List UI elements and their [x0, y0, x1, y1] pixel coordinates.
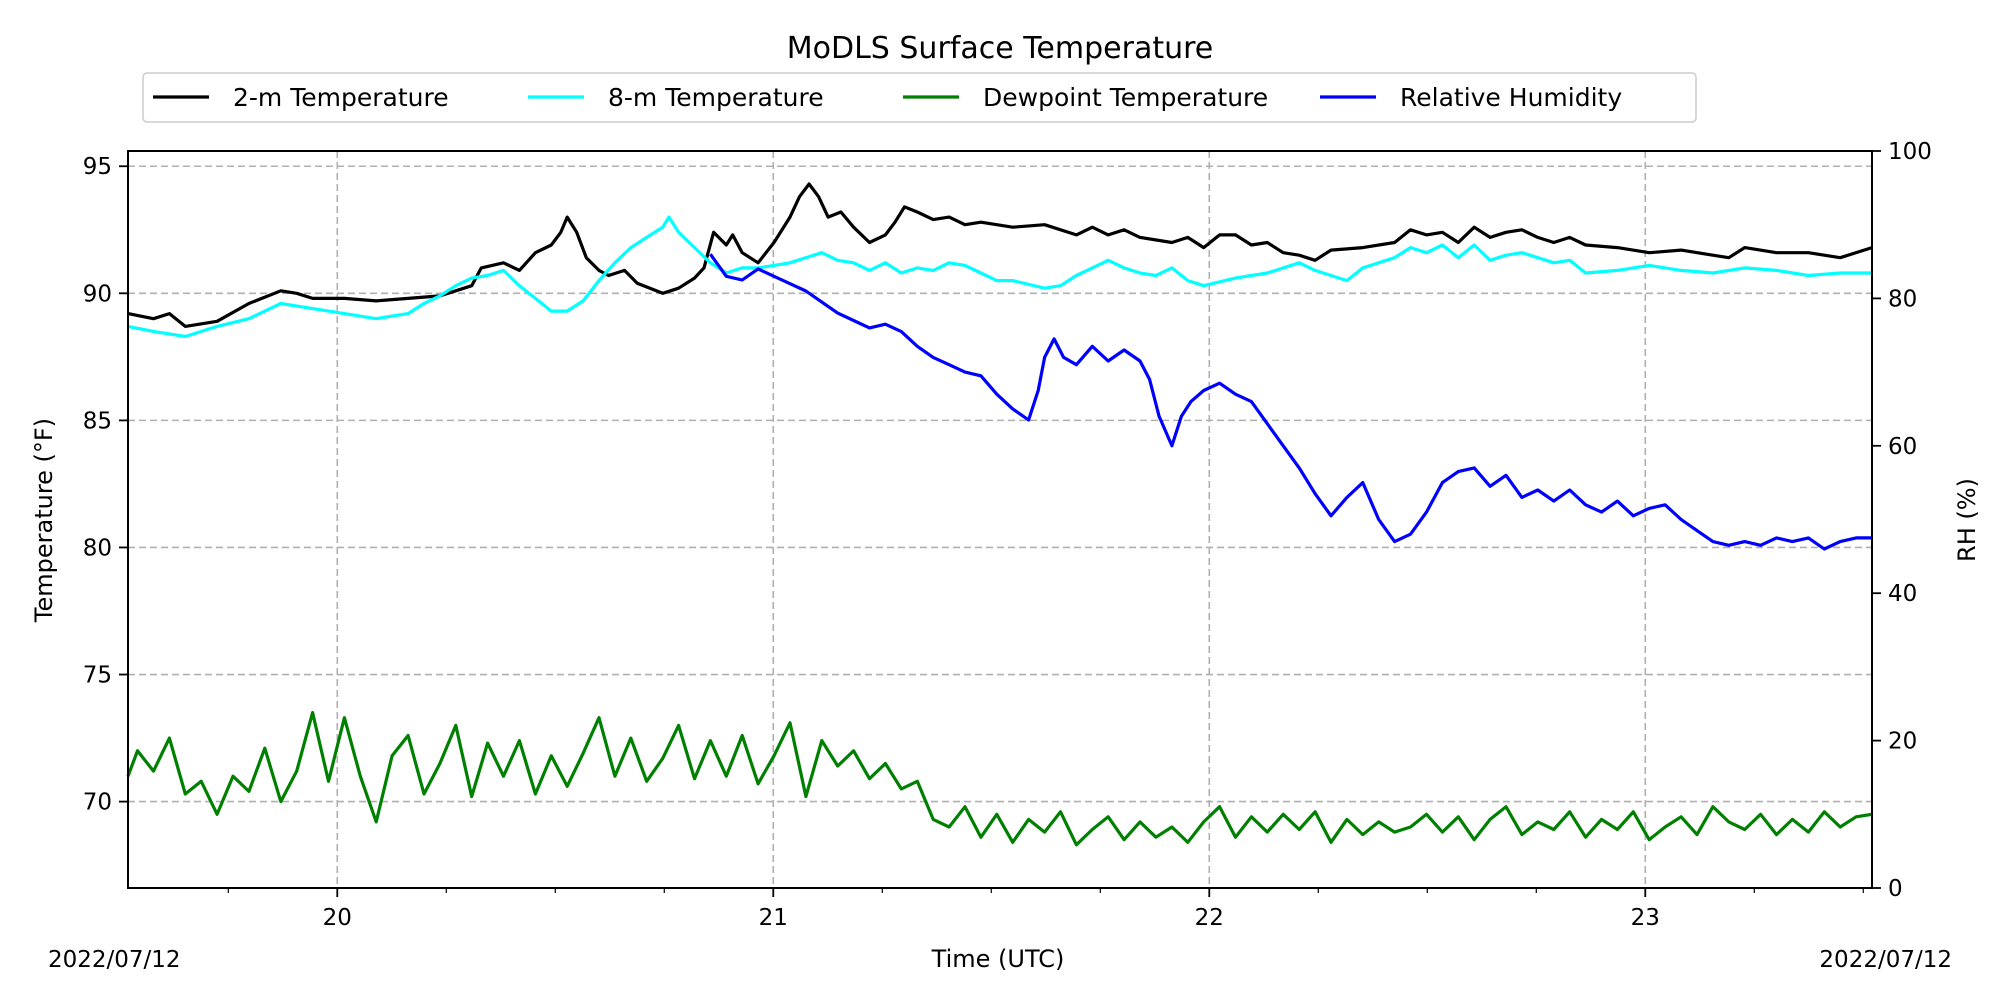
ticks-layer: 20 21 22 23 70 75 80 85 90 95 0 20 40 60 80 100 — [83, 139, 1932, 931]
y2-axis-label: RH (%) — [1953, 478, 1981, 562]
series-line-relative-humidity — [709, 253, 1872, 551]
series-line-2-m-temperature — [127, 182, 1873, 328]
legend-label: 2-m Temperature — [233, 83, 449, 112]
legend-item: Dewpoint Temperature — [903, 83, 1268, 112]
x-tick-label: 22 — [1195, 905, 1224, 931]
series-line-8-m-temperature — [127, 215, 1872, 339]
x-tick-label: 21 — [759, 905, 788, 931]
chart-title: MoDLS Surface Temperature — [787, 31, 1214, 66]
y-tick-label: 75 — [83, 663, 112, 689]
x-tick-label: 23 — [1631, 905, 1660, 931]
y2-tick-label: 40 — [1888, 581, 1917, 607]
y2-tick-label: 20 — [1888, 729, 1917, 755]
series-line-dewpoint-temperature — [126, 710, 1873, 847]
y-axis-label: Temperature (°F) — [30, 418, 58, 623]
x-tick-label: 20 — [323, 905, 352, 931]
legend-label: 8-m Temperature — [608, 83, 824, 112]
legend-item: 8-m Temperature — [528, 83, 824, 112]
y-tick-label: 90 — [83, 281, 112, 307]
y2-tick-label: 100 — [1888, 139, 1932, 165]
legend-item: 2-m Temperature — [153, 83, 449, 112]
legend: 2-m Temperature 8-m Temperature Dewpoint T… — [142, 72, 1697, 123]
grid-layer — [128, 151, 1872, 888]
y-tick-label: 95 — [83, 154, 112, 180]
legend-label: Dewpoint Temperature — [983, 83, 1268, 112]
y-tick-label: 85 — [83, 408, 112, 434]
y-tick-label: 70 — [83, 790, 112, 816]
axes-layer — [127, 150, 1873, 889]
y2-tick-label: 0 — [1888, 876, 1903, 902]
plot-frame — [127, 150, 1873, 889]
y2-tick-label: 80 — [1888, 286, 1917, 312]
y2-tick-label: 60 — [1888, 434, 1917, 460]
series-layer — [126, 182, 1873, 847]
legend-item: Relative Humidity — [1320, 83, 1622, 112]
date-label-right: 2022/07/12 — [1819, 947, 1952, 973]
date-label-left: 2022/07/12 — [48, 947, 181, 973]
y-tick-label: 80 — [83, 535, 112, 561]
legend-label: Relative Humidity — [1400, 83, 1622, 112]
x-axis-label: Time (UTC) — [931, 945, 1065, 973]
